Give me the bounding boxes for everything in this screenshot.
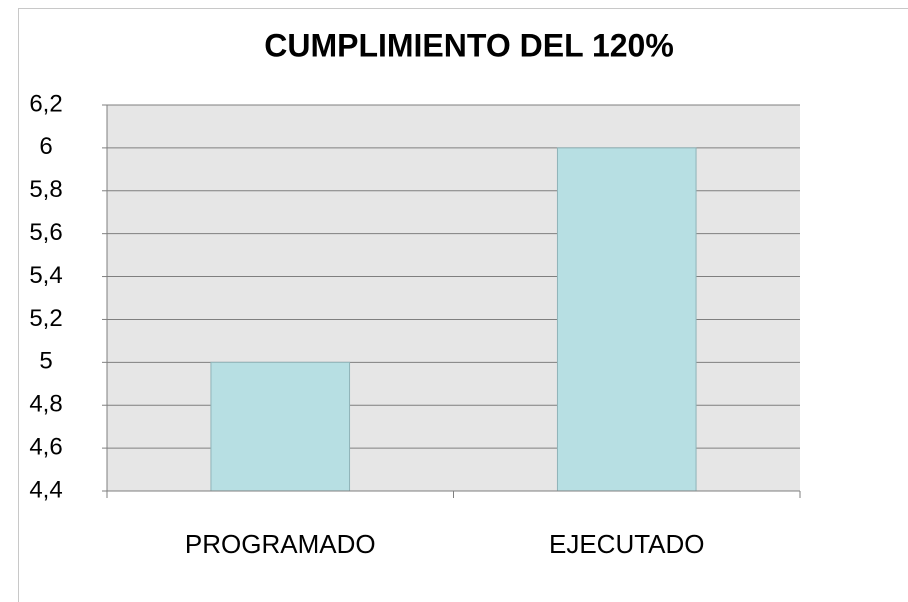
y-tick-label: 6: [39, 133, 52, 160]
y-tick-label: 5,4: [29, 262, 62, 289]
y-tick-label: 4,6: [29, 433, 62, 460]
y-tick-label: 5: [39, 348, 52, 375]
x-tick-label: PROGRAMADO: [185, 529, 376, 559]
y-tick-label: 5,8: [29, 176, 62, 203]
bar: [210, 361, 351, 492]
chart-frame: [18, 8, 908, 602]
y-tick-label: 4,8: [29, 391, 62, 418]
y-tick-label: 6,2: [29, 90, 62, 117]
y-tick-label: 5,6: [29, 219, 62, 246]
y-tick-label: 4,4: [29, 476, 62, 503]
bar: [556, 147, 697, 492]
y-tick-label: 5,2: [29, 305, 62, 332]
chart-title: CUMPLIMIENTO DEL 120%: [264, 27, 674, 63]
x-tick-label: EJECUTADO: [549, 529, 705, 559]
